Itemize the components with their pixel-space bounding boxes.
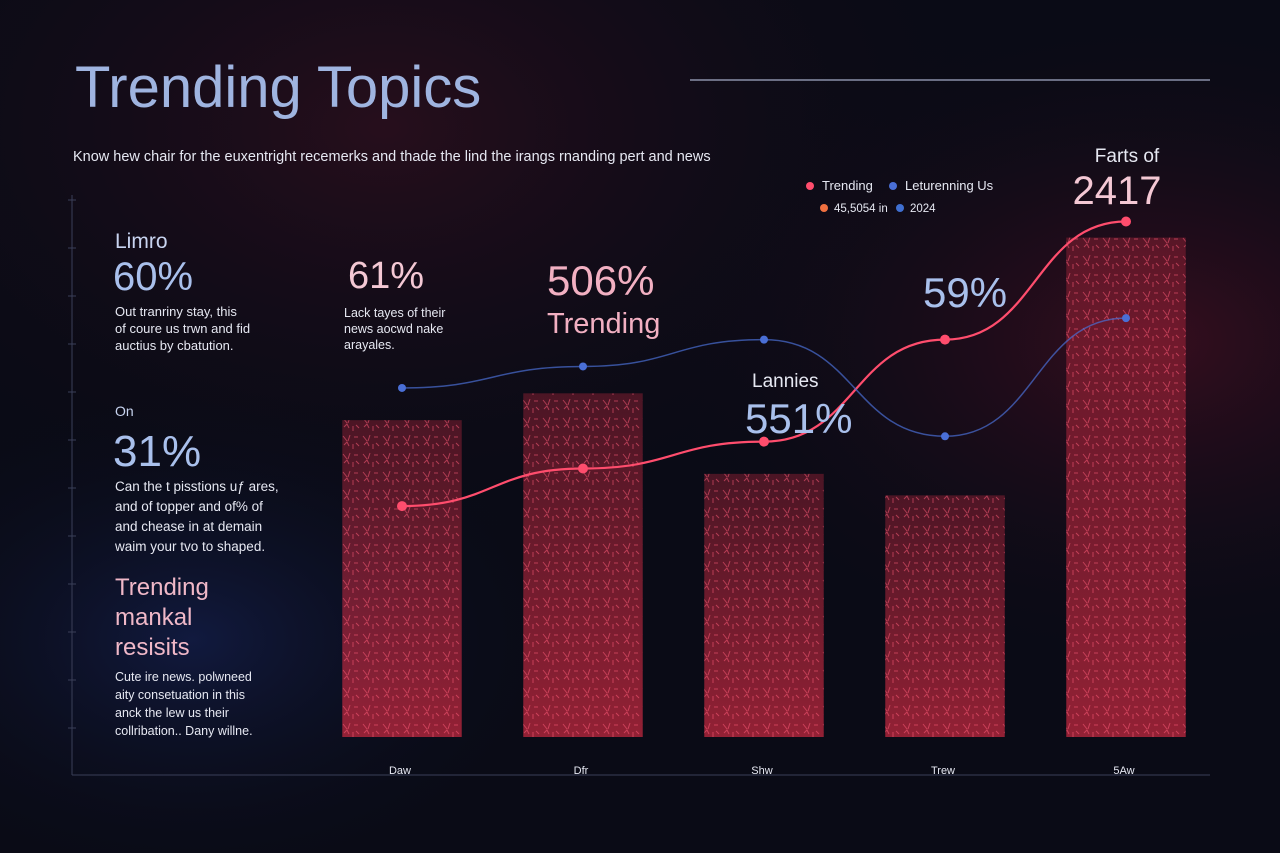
stat-value: 31% [113,427,201,476]
bar-texture [342,420,462,737]
stat-title: mankal [115,604,192,631]
point [940,334,950,345]
callout-value: 59% [923,269,1007,316]
stat-text: Out tranriny stay, this [115,304,237,319]
bar-texture [885,495,1005,737]
stat-text: aity consetuation in this [115,688,245,702]
point [759,436,769,447]
x-tick-label: 5Aw [1113,765,1134,777]
point [941,432,949,441]
x-tick-label: Daw [389,765,411,777]
callout-head: Farts of [1095,146,1160,167]
point [1122,314,1130,323]
point [397,501,407,512]
stat-text: Cute ire news. polwneed [115,670,252,684]
line [401,317,1127,438]
x-tick-label: Shw [751,765,772,777]
callout-value: 2417 [1073,169,1162,213]
stat-text: Can the t pisstions uƒ ares, [115,479,279,494]
point [579,362,587,371]
stat-text: collribation.. Dany willne. [115,724,253,738]
callout-value: 61% [348,255,424,297]
line [401,220,1127,508]
bar-texture [523,393,643,737]
point [578,463,588,474]
stat-text: and of topper and of% of [115,499,263,514]
stat-value: 60% [113,255,193,299]
stat-title: Trending [115,574,209,601]
callout-text: arayales. [344,338,395,352]
stat-text: waim your tvo to shaped. [114,539,265,554]
callout-sub: Trending [547,308,660,340]
stat-head: On [115,403,134,419]
legend-dot [820,204,828,212]
callout-head: Lannies [752,371,819,392]
legend-label: 2024 [910,203,936,215]
stat-text: of coure us trwn and fid [115,321,250,336]
point [1121,216,1131,227]
stat-text: anck the lew us their [115,706,229,720]
legend-dot [806,182,814,190]
stat-head: Limro [115,230,168,253]
stat-text: auctius by cbatution. [115,338,234,353]
point [760,335,768,344]
point [398,383,406,392]
bar-texture [704,473,824,737]
legend-dot [889,182,897,190]
x-tick-label: Dfr [574,765,589,777]
chart-title: Trending Topics [75,55,481,120]
legend-label: Leturenning Us [905,178,994,193]
legend-label: 45,5054 in [834,203,888,215]
callout-text: Lack tayes of their [344,306,445,320]
callout-value: 506% [547,257,654,304]
subtitle: Know hew chair for the euxentright recem… [73,149,711,165]
bar-texture [1066,237,1186,737]
stat-text: and chease in at demain [115,519,262,534]
legend-dot [896,204,904,212]
stat-title: resisits [115,634,190,661]
callout-text: news aocwd nake [344,322,443,336]
callout-value: 551% [745,395,852,442]
legend-label: Trending [822,178,873,193]
x-tick-label: Trew [931,765,955,777]
